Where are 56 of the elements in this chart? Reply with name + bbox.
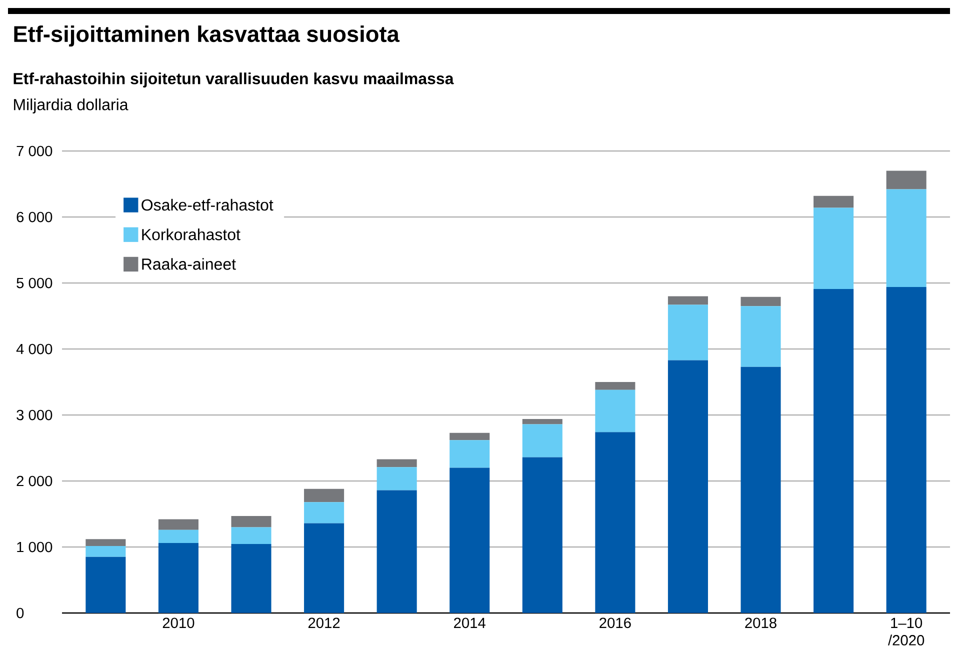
bar bbox=[231, 516, 272, 528]
bar bbox=[231, 527, 272, 544]
bar bbox=[668, 304, 708, 360]
legend-label: Raaka-aineet bbox=[142, 258, 236, 270]
bar bbox=[814, 196, 854, 208]
bar bbox=[595, 390, 636, 432]
x-tick-label: 1–10 /2020 bbox=[888, 618, 924, 646]
bar bbox=[158, 519, 198, 530]
bar bbox=[886, 189, 926, 287]
bar bbox=[304, 502, 344, 524]
bar bbox=[86, 556, 126, 613]
y-tick-label: 1 000 bbox=[17, 542, 52, 552]
bar bbox=[522, 418, 562, 424]
x-tick-label: 2010 bbox=[162, 618, 194, 628]
x-tick-label: 2014 bbox=[454, 618, 486, 628]
bar bbox=[886, 286, 926, 613]
bar bbox=[376, 459, 417, 468]
bar bbox=[450, 432, 490, 440]
bar bbox=[595, 432, 636, 613]
bar bbox=[668, 296, 708, 305]
bar bbox=[450, 468, 490, 613]
y-tick-label: 7 000 bbox=[16, 146, 52, 156]
bar bbox=[668, 360, 708, 613]
bar bbox=[158, 543, 198, 613]
y-tick-label: 0 bbox=[16, 608, 24, 618]
bar bbox=[231, 544, 272, 613]
bar bbox=[376, 490, 417, 613]
y-tick-label: 6 000 bbox=[16, 212, 52, 222]
bar bbox=[522, 424, 562, 458]
bar bbox=[376, 467, 417, 490]
bar bbox=[86, 546, 126, 557]
bar bbox=[450, 440, 490, 468]
bar bbox=[740, 306, 781, 367]
bar bbox=[522, 457, 562, 613]
x-tick-label: 2012 bbox=[308, 618, 340, 628]
bar bbox=[814, 208, 854, 289]
y-tick-label: 4 000 bbox=[16, 344, 52, 354]
bar bbox=[886, 170, 926, 190]
legend-label: Osake-etf-rahastot bbox=[142, 198, 274, 211]
bar bbox=[814, 288, 854, 613]
bar bbox=[740, 296, 781, 306]
y-tick-label: 5 000 bbox=[16, 278, 52, 288]
y-axis-title: Miljardia dollaria bbox=[14, 98, 128, 114]
bar bbox=[86, 539, 126, 546]
chart-subtitle: Etf-rahastoihin sijoitetun varallisuuden kasvu maailmassa bbox=[14, 72, 454, 88]
y-tick-label: 3 000 bbox=[16, 410, 52, 420]
x-tick-label: 2016 bbox=[600, 618, 631, 628]
bar bbox=[158, 530, 198, 544]
bar bbox=[304, 488, 344, 502]
chart-title: Etf-sijoittaminen kasvattaa suosiota bbox=[14, 25, 400, 47]
y-tick-label: 2 000 bbox=[16, 476, 52, 486]
x-tick-label: 2018 bbox=[745, 618, 776, 628]
bar bbox=[595, 382, 636, 390]
legend-label: Korkorahastot bbox=[142, 228, 240, 240]
bar bbox=[740, 366, 781, 613]
bar bbox=[304, 523, 344, 613]
